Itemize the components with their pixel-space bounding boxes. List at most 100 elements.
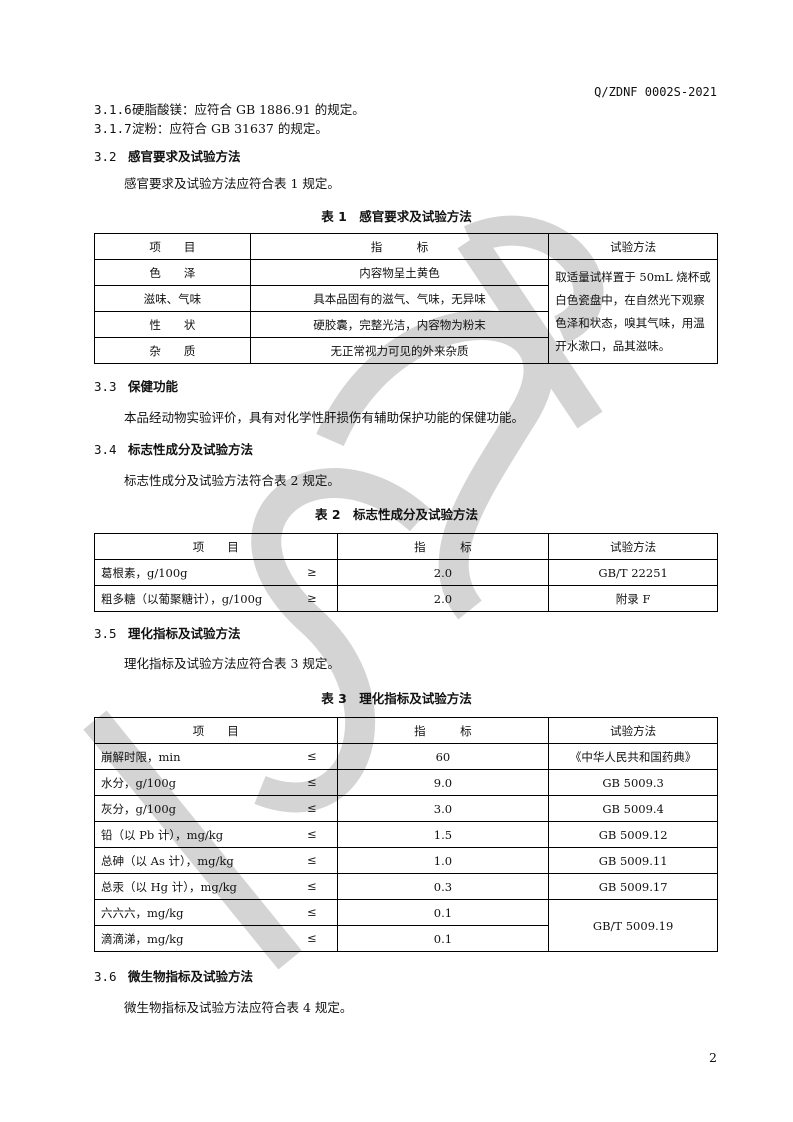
comparison-symbol: ≤ [306,930,317,945]
section-3-2-heading: 3.2 感官要求及试验方法 [94,149,241,165]
table-row: 总砷（以 As 计），mg/kg ≤1.0 GB 5009.11 [94,847,718,874]
item-cell: 崩解时限，min ≤ [94,743,338,770]
value-cell: 0.1 [336,925,550,952]
comparison-symbol: ≤ [306,748,317,763]
table-header-row: 项 目指 标试验方法 [94,233,718,260]
section-3-6-heading: 3.6 微生物指标及试验方法 [94,969,253,985]
header-cell: 项 目 [94,533,338,560]
value-cell: 9.0 [336,769,550,796]
table-row: 滴滴涕，mg/kg ≤0.1 [94,925,718,952]
section-title: 理化指标及试验方法 [128,626,241,641]
table-row: 粗多糖（以葡聚糖计），g/100g ≥2.0 附录 F [94,585,718,612]
table-row: 六六六，mg/kg ≤0.1 GB/T 5009.19 [94,899,718,952]
comparison-symbol: ≤ [306,800,317,815]
header-cell: 试验方法 [548,717,718,744]
table-row: 性 状硬胶囊，完整光洁，内容物为粉末 [94,311,718,338]
section-3-3-heading: 3.3 保健功能 [94,379,178,395]
value-cell: 60 [336,743,550,770]
value-cell: 1.0 [336,847,550,874]
table-row: 水分，g/100g ≤9.0 GB 5009.3 [94,769,718,796]
header-cell: 试验方法 [548,233,718,260]
method-cell: GB/T 5009.19 [548,899,718,952]
item-label: 崩解时限，min [101,749,181,764]
clause-text: 硬脂酸镁：应符合 GB 1886.91 的规定。 [131,102,365,117]
value-cell: 0.3 [336,873,550,900]
value-cell: 无正常视力可见的外来杂质 [249,337,550,364]
section-3-2-paragraph: 感官要求及试验方法应符合表 1 规定。 [124,176,340,191]
method-cell: 取适量试样置于 50mL 烧杯或白色瓷盘中，在自然光下观察色泽和状态，嗅其气味，… [548,259,718,364]
item-label: 水分，g/100g [101,775,177,790]
comparison-symbol: ≤ [306,826,317,841]
header-cell: 指 标 [336,533,550,560]
table-row: 色 泽内容物呈土黄色 取适量试样置于 50mL 烧杯或白色瓷盘中，在自然光下观察色… [94,259,718,364]
section-number: 3.3 [94,379,117,394]
item-label: 滴滴涕，mg/kg [101,931,184,946]
clause-3-1-7: 3.1.7 淀粉：应符合 GB 31637 的规定。 [94,121,328,137]
value-cell: 2.0 [336,585,550,612]
item-cell: 杂 质 [94,337,251,364]
comparison-symbol: ≥ [306,564,317,579]
method-cell: 附录 F [548,585,718,612]
value-cell: 具本品固有的滋气、气味，无异味 [249,285,550,312]
section-3-5-heading: 3.5 理化指标及试验方法 [94,626,241,642]
table-row: 灰分，g/100g ≤3.0 GB 5009.4 [94,795,718,822]
item-cell: 水分，g/100g ≤ [94,769,338,796]
section-title: 保健功能 [128,379,179,394]
clause-3-1-6: 3.1.6 硬脂酸镁：应符合 GB 1886.91 的规定。 [94,102,365,118]
value-cell: 内容物呈土黄色 [249,259,550,286]
header-cell: 项 目 [94,233,251,260]
section-3-4-paragraph: 标志性成分及试验方法符合表 2 规定。 [124,473,340,488]
section-3-4-heading: 3.4 标志性成分及试验方法 [94,442,253,458]
item-cell: 性 状 [94,311,251,338]
item-cell: 滋味、气味 [94,285,251,312]
item-label: 铅（以 Pb 计），mg/kg [101,827,224,842]
item-cell: 六六六，mg/kg ≤ [94,899,338,926]
table2-title: 表 2 标志性成分及试验方法 [314,507,479,522]
clause-text: 淀粉：应符合 GB 31637 的规定。 [131,121,328,136]
item-cell: 灰分，g/100g ≤ [94,795,338,822]
method-cell: GB 5009.17 [548,873,718,900]
value-cell: 1.5 [336,821,550,848]
header-cell: 试验方法 [548,533,718,560]
method-cell: GB 5009.11 [548,847,718,874]
item-cell: 粗多糖（以葡聚糖计），g/100g ≥ [94,585,338,612]
item-label: 葛根素，g/100g [101,565,188,580]
item-label: 六六六，mg/kg [101,905,184,920]
comparison-symbol: ≤ [306,904,317,919]
section-number: 3.2 [94,149,117,164]
item-cell: 色 泽 [94,259,251,286]
section-number: 3.6 [94,969,117,984]
method-cell: GB 5009.4 [548,795,718,822]
item-cell: 总汞（以 Hg 计），mg/kg ≤ [94,873,338,900]
table-row: 杂 质无正常视力可见的外来杂质 [94,337,718,364]
item-cell: 滴滴涕，mg/kg ≤ [94,925,338,952]
table-row: 铅（以 Pb 计），mg/kg ≤1.5 GB 5009.12 [94,821,718,848]
clause-number: 3.1.7 [94,121,132,136]
table-row: 崩解时限，min ≤60 《中华人民共和国药典》 [94,743,718,770]
method-cell: GB 5009.12 [548,821,718,848]
item-cell: 葛根素，g/100g ≥ [94,559,338,586]
item-label: 总砷（以 As 计），mg/kg [101,853,234,868]
document-code: Q/ZDNF 0002S-2021 [594,85,717,99]
comparison-symbol: ≤ [306,774,317,789]
table3-physicochemical: 项 目指 标试验方法 崩解时限，min ≤60 《中华人民共和国药典》 水分，g/10… [94,717,718,952]
table3-title: 表 3 理化指标及试验方法 [321,691,472,706]
table-row: 滋味、气味 具本品固有的滋气、气味，无异味 [94,285,718,312]
section-title: 微生物指标及试验方法 [128,969,254,984]
section-title: 感官要求及试验方法 [128,149,241,164]
table-row: 葛根素，g/100g ≥2.0 GB/T 22251 [94,559,718,586]
value-cell: 硬胶囊，完整光洁，内容物为粉末 [249,311,550,338]
method-cell: GB 5009.3 [548,769,718,796]
item-cell: 总砷（以 As 计），mg/kg ≤ [94,847,338,874]
table1-sensory: 项 目指 标试验方法 色 泽内容物呈土黄色 取适量试样置于 50mL 烧杯或白色瓷… [94,233,718,364]
section-number: 3.5 [94,626,117,641]
table2-marker-components: 项 目指 标试验方法 葛根素，g/100g ≥2.0 GB/T 22251 粗多糖（… [94,533,718,612]
method-cell: 《中华人民共和国药典》 [548,743,718,770]
header-cell: 项 目 [94,717,338,744]
comparison-symbol: ≥ [306,590,317,605]
clause-number: 3.1.6 [94,102,132,117]
section-number: 3.4 [94,442,117,457]
item-label: 总汞（以 Hg 计），mg/kg [101,879,237,894]
header-cell: 指 标 [336,717,550,744]
header-cell: 指 标 [249,233,550,260]
